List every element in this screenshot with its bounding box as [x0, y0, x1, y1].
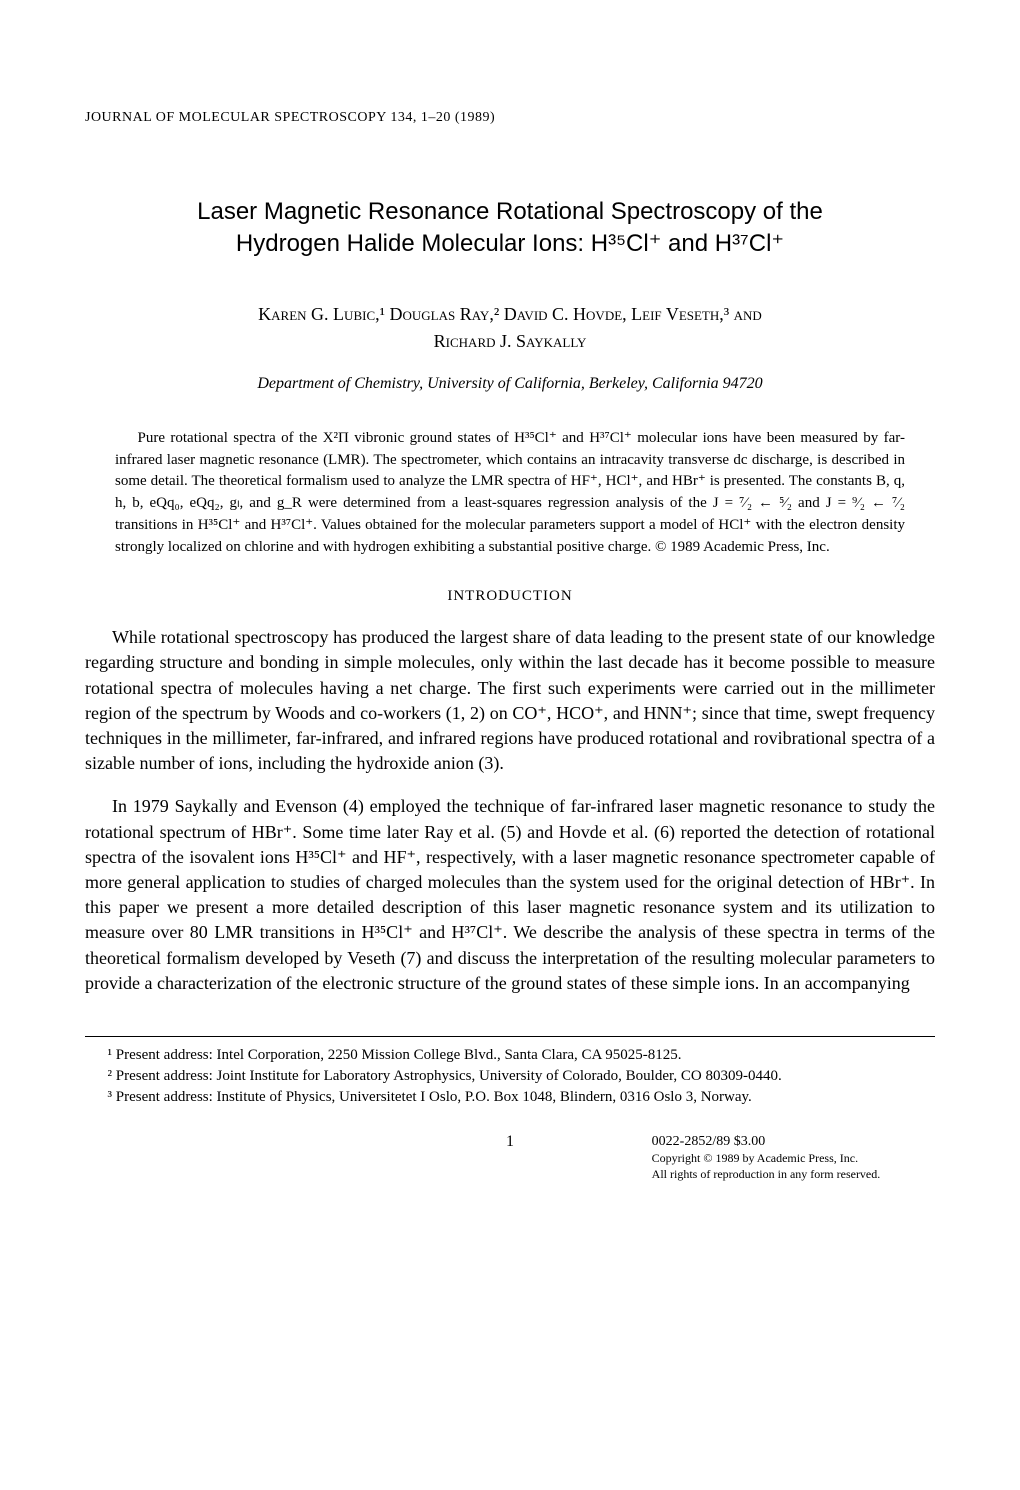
journal-header: JOURNAL OF MOLECULAR SPECTROSCOPY 134, 1…	[85, 110, 935, 126]
copyright-block: 0022-2852/89 $3.00 Copyright © 1989 by A…	[652, 1133, 935, 1182]
footnote-3: ³ Present address: Institute of Physics,…	[85, 1087, 935, 1108]
article-title: Laser Magnetic Resonance Rotational Spec…	[85, 196, 935, 261]
section-heading-introduction: INTRODUCTION	[85, 588, 935, 605]
title-line-1: Laser Magnetic Resonance Rotational Spec…	[197, 198, 823, 225]
footnotes-block: ¹ Present address: Intel Corporation, 22…	[85, 1036, 935, 1108]
body-paragraph-1: While rotational spectroscopy has produc…	[85, 625, 935, 776]
footnote-1: ¹ Present address: Intel Corporation, 22…	[85, 1045, 935, 1066]
title-line-2: Hydrogen Halide Molecular Ions: H³⁵Cl⁺ a…	[236, 230, 784, 257]
body-paragraph-2: In 1979 Saykally and Evenson (4) employe…	[85, 794, 935, 996]
author-list: Karen G. Lubic,¹ Douglas Ray,² David C. …	[85, 301, 935, 355]
footer: 1 0022-2852/89 $3.00 Copyright © 1989 by…	[85, 1133, 935, 1182]
abstract: Pure rotational spectra of the X²Π vibro…	[115, 428, 905, 559]
footnote-2: ² Present address: Joint Institute for L…	[85, 1066, 935, 1087]
copyright-line-1: Copyright © 1989 by Academic Press, Inc.	[652, 1151, 935, 1167]
issn-price: 0022-2852/89 $3.00	[652, 1133, 935, 1151]
authors-line-1: Karen G. Lubic,¹ Douglas Ray,² David C. …	[258, 304, 762, 324]
footer-left-spacer	[85, 1133, 368, 1182]
page-container: JOURNAL OF MOLECULAR SPECTROSCOPY 134, 1…	[0, 0, 1020, 1242]
authors-line-2: Richard J. Saykally	[434, 331, 587, 351]
copyright-line-2: All rights of reproduction in any form r…	[652, 1167, 935, 1183]
page-number: 1	[368, 1133, 651, 1182]
affiliation: Department of Chemistry, University of C…	[85, 375, 935, 393]
